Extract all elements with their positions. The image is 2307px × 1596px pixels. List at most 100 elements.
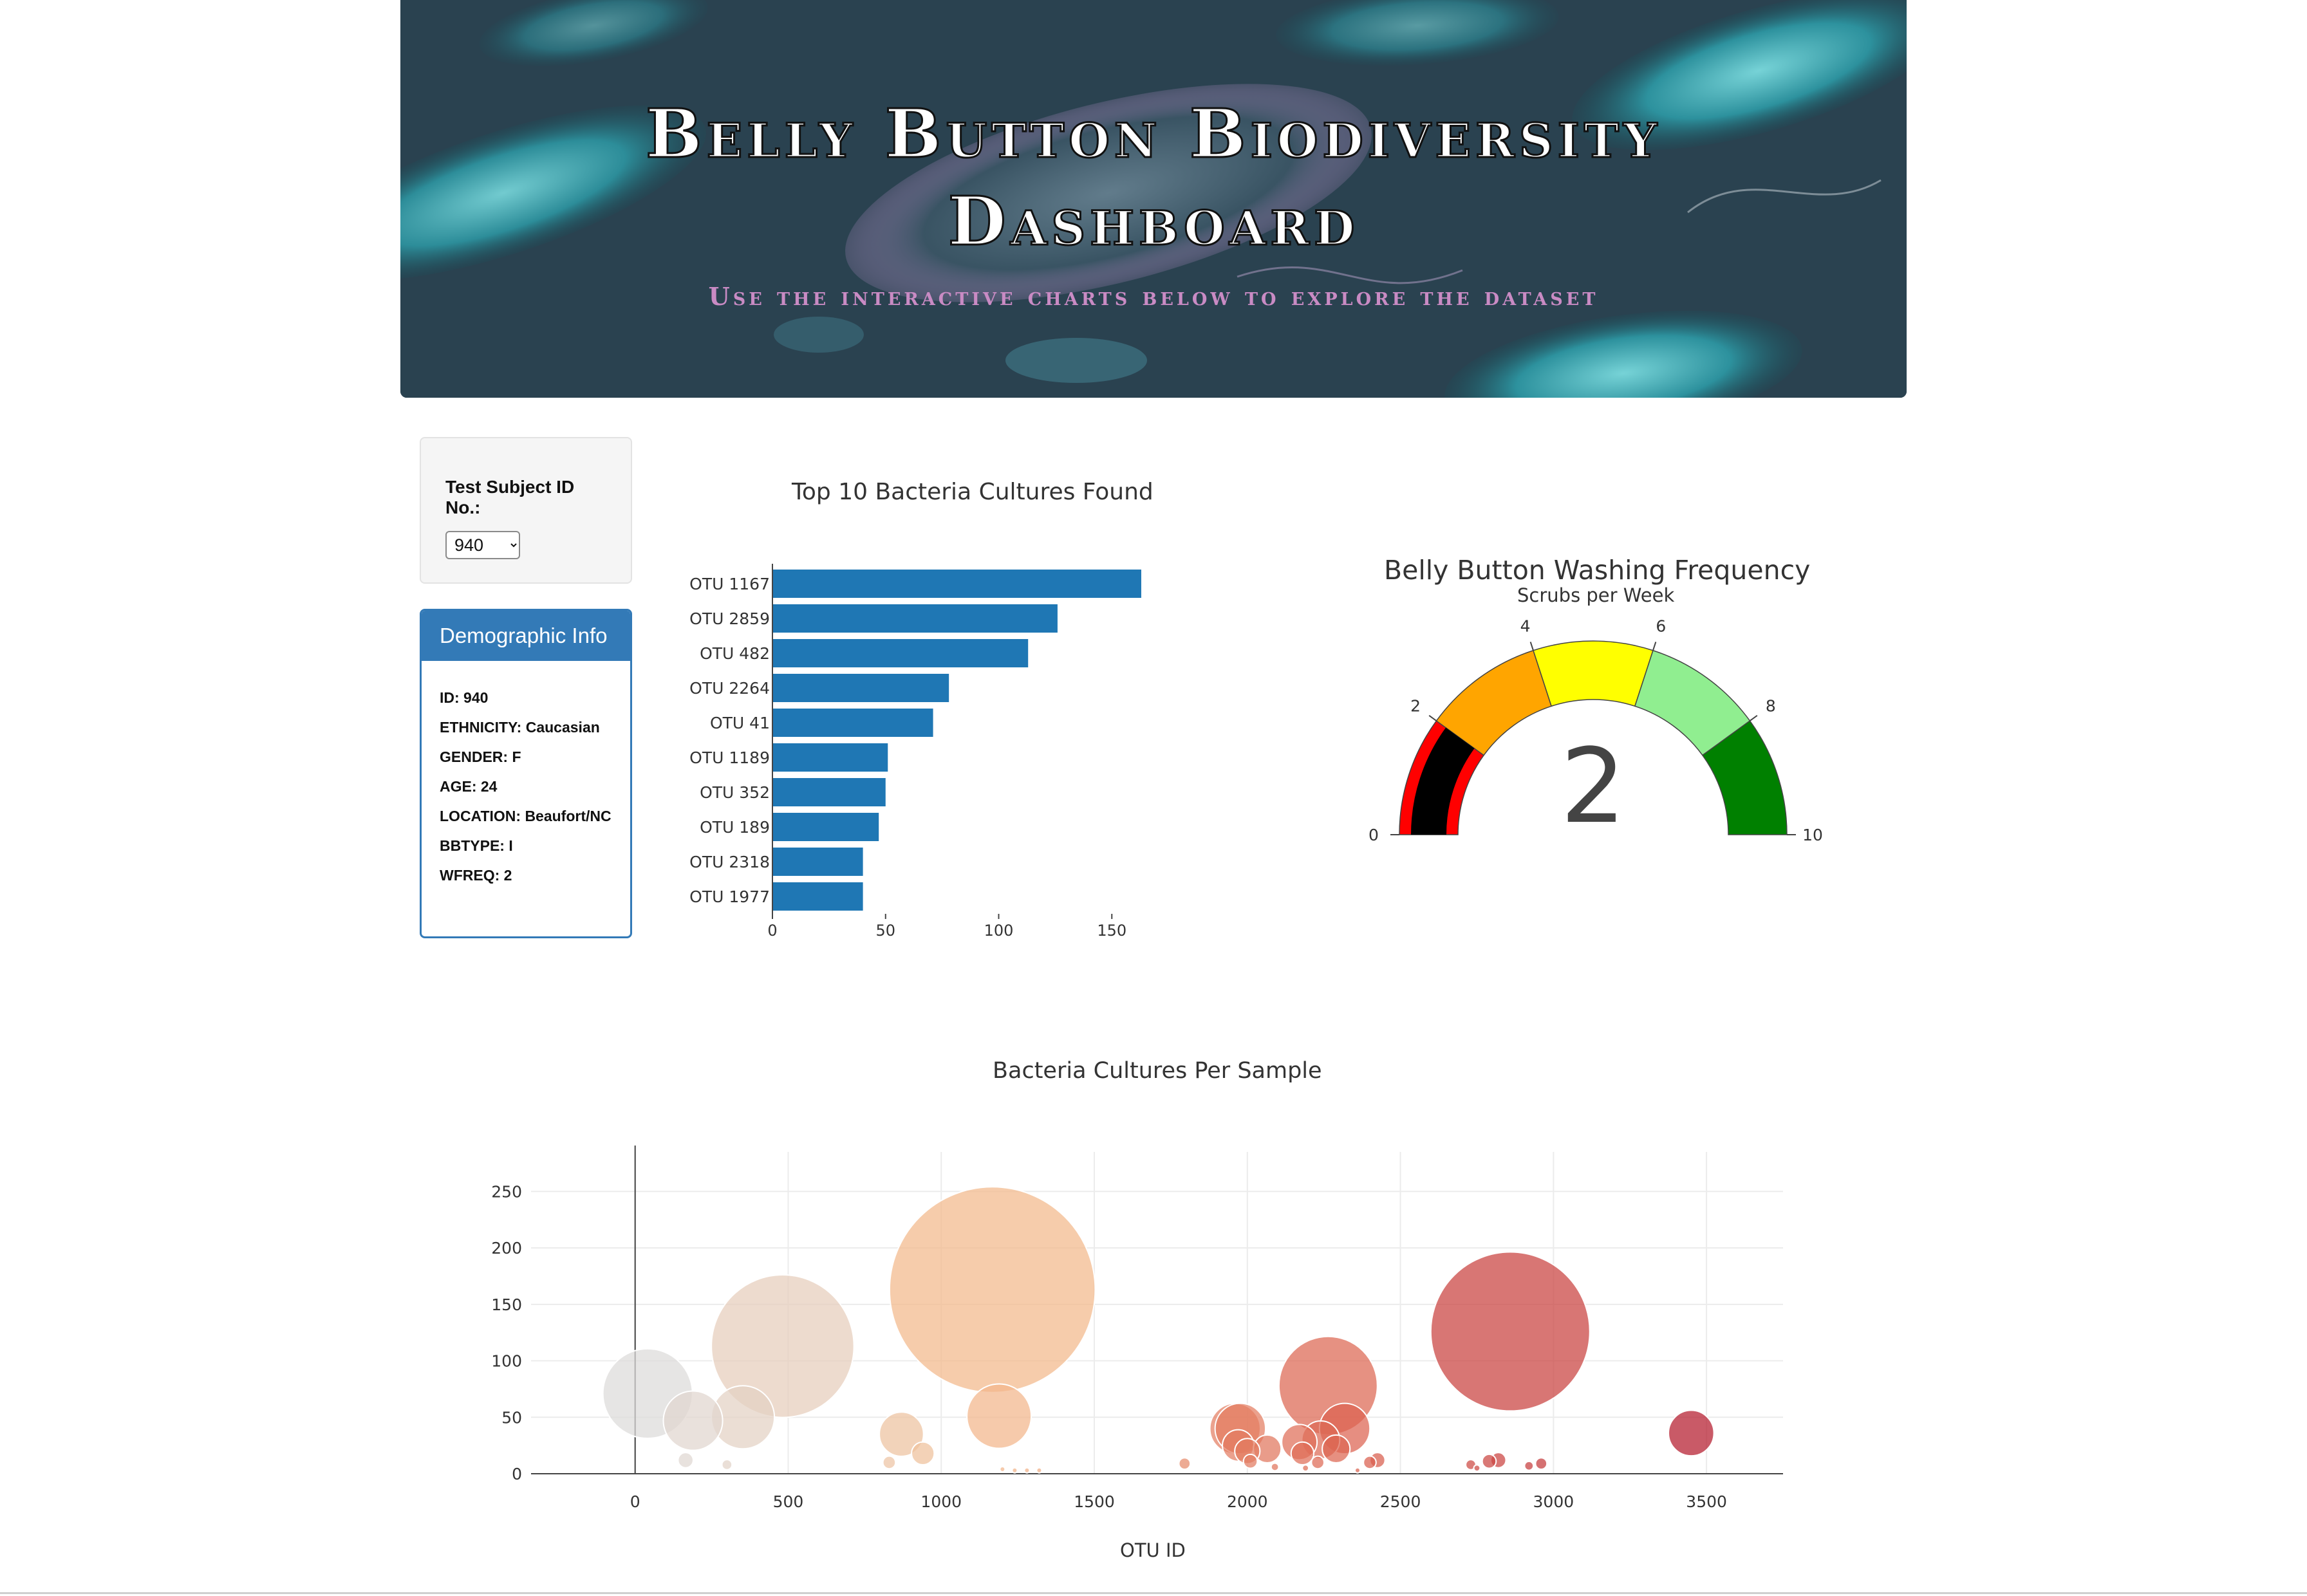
bubble-chart-title: Bacteria Cultures Per Sample xyxy=(993,1058,1322,1084)
bar-category-label: OTU 2264 xyxy=(689,679,770,698)
bar-category-label: OTU 1167 xyxy=(689,575,770,593)
bubble-y-tick-label: 200 xyxy=(491,1239,522,1257)
subject-selector-panel: Test Subject ID No.: 940 xyxy=(420,437,632,584)
bar-chart-title: Top 10 Bacteria Cultures Found xyxy=(792,479,1154,505)
page-subtitle: Use the interactive charts below to expl… xyxy=(708,282,1599,311)
bubble-point[interactable] xyxy=(1481,1453,1497,1469)
bubble-point[interactable] xyxy=(1270,1462,1280,1472)
bar-x-tick-label: 150 xyxy=(1097,922,1126,940)
page-title-line1: Belly Button Biodiversity xyxy=(644,93,1662,174)
bar[interactable] xyxy=(772,813,879,841)
bubble-x-tick-label: 2500 xyxy=(1380,1492,1421,1511)
bar[interactable] xyxy=(772,674,949,702)
bubble-point[interactable] xyxy=(1311,1455,1325,1470)
bar-chart[interactable]: 0 50 100 150 OTU 1167 OTU 2859 OTU 482 OTU 2264… xyxy=(644,541,1223,991)
page-title-line2: Dashboard xyxy=(947,181,1359,262)
gauge-tick-label: 6 xyxy=(1656,618,1666,636)
demographic-item: WFREQ: 2 xyxy=(440,867,512,884)
bubble-point[interactable] xyxy=(1242,1453,1258,1469)
bubble-point[interactable] xyxy=(1322,1434,1351,1463)
bubble-y-tick-label: 100 xyxy=(491,1352,522,1371)
bubble-point[interactable] xyxy=(711,1274,855,1418)
page-title: Belly Button Biodiversity Dashboard xyxy=(400,90,1907,265)
bubble-point[interactable] xyxy=(1023,1467,1031,1474)
bar[interactable] xyxy=(772,709,933,737)
bubble-point[interactable] xyxy=(721,1459,733,1471)
bar-x-tick-label: 0 xyxy=(767,922,777,940)
bubble-point[interactable] xyxy=(1036,1467,1043,1474)
bubble-point[interactable] xyxy=(882,1455,897,1470)
bubble-point[interactable] xyxy=(1524,1460,1535,1471)
bubble-x-tick-label: 500 xyxy=(773,1492,804,1511)
bubble-point[interactable] xyxy=(1535,1457,1548,1471)
demographic-item: LOCATION: Beaufort/NC xyxy=(440,808,612,824)
demographic-info-heading: Demographic Info xyxy=(422,611,630,661)
bubble-point[interactable] xyxy=(1302,1464,1310,1472)
bubble-point[interactable] xyxy=(888,1186,1096,1393)
gauge-tick xyxy=(1652,642,1657,651)
bar-x-tick-label: 50 xyxy=(875,922,895,940)
bar[interactable] xyxy=(772,743,888,772)
gauge-value-bar xyxy=(1411,727,1475,835)
bubble-point[interactable] xyxy=(1363,1455,1377,1470)
demographic-item: ETHNICITY: Caucasian xyxy=(440,719,600,736)
bubble-chart[interactable]: 0 500 1000 1500 2000 2500 3000 3500 0 50 100 150 200… xyxy=(463,1133,1880,1570)
bubble-point[interactable] xyxy=(966,1383,1032,1449)
subject-selector-label: Test Subject ID No.: xyxy=(445,477,575,517)
bubble-y-tick-label: 150 xyxy=(491,1295,522,1314)
gauge-value-label: 2 xyxy=(1560,726,1626,846)
gauge-step-band xyxy=(1533,640,1654,707)
bubble-x-tick-label: 1500 xyxy=(1074,1492,1115,1511)
bubble-point[interactable] xyxy=(1011,1467,1018,1474)
bar[interactable] xyxy=(772,848,863,876)
gauge-tick-label: 4 xyxy=(1520,618,1531,636)
bubble-point[interactable] xyxy=(1668,1409,1715,1457)
demographic-item: GENDER: F xyxy=(440,748,521,765)
bar[interactable] xyxy=(772,639,1029,667)
page-bottom-divider xyxy=(0,1592,2307,1594)
bar[interactable] xyxy=(772,570,1141,598)
gauge-subtitle: Scrubs per Week xyxy=(1517,584,1675,606)
bar-category-label: OTU 189 xyxy=(700,818,770,837)
gauge-tick-label: 8 xyxy=(1766,697,1776,716)
gauge-title: Belly Button Washing Frequency xyxy=(1384,555,1811,586)
subject-id-dropdown[interactable]: 940 xyxy=(445,531,520,559)
bar[interactable] xyxy=(772,882,863,911)
gauge-tick-label: 10 xyxy=(1802,826,1823,844)
bubble-point[interactable] xyxy=(879,1411,924,1457)
gauge-tick xyxy=(1529,642,1534,651)
bubble-y-tick-label: 250 xyxy=(491,1182,522,1201)
bubble-point[interactable] xyxy=(677,1452,694,1469)
bubble-point[interactable] xyxy=(1430,1251,1591,1412)
bubble-x-tick-label: 2000 xyxy=(1227,1492,1268,1511)
bubble-point[interactable] xyxy=(911,1441,935,1466)
bar-category-label: OTU 2318 xyxy=(689,853,770,871)
demographic-info-panel: Demographic Info ID: 940 ETHNICITY: Cauc… xyxy=(420,609,632,938)
bar[interactable] xyxy=(772,778,886,806)
bar-category-label: OTU 1977 xyxy=(689,887,770,906)
gauge-chart[interactable]: 0 2 4 6 8 10 2 xyxy=(1352,618,1841,888)
bubble-x-tick-label: 3500 xyxy=(1686,1492,1727,1511)
bubble-y-tick-label: 0 xyxy=(512,1465,522,1483)
bar-category-label: OTU 1189 xyxy=(689,748,770,767)
bar-category-label: OTU 2859 xyxy=(689,609,770,628)
bubble-x-axis-label: OTU ID xyxy=(1120,1539,1186,1561)
bubble-point[interactable] xyxy=(1473,1464,1481,1472)
bar[interactable] xyxy=(772,604,1058,633)
hero-banner: Belly Button Biodiversity Dashboard Use … xyxy=(400,0,1907,398)
bubble-point[interactable] xyxy=(1290,1441,1315,1466)
bar-category-label: OTU 41 xyxy=(710,714,770,732)
bubble-x-tick-label: 3000 xyxy=(1533,1492,1574,1511)
bar-category-label: OTU 482 xyxy=(700,644,770,663)
bubble-x-tick-label: 1000 xyxy=(920,1492,962,1511)
bubble-point[interactable] xyxy=(1354,1467,1361,1474)
demographic-item: ID: 940 xyxy=(440,689,489,706)
bubble-point[interactable] xyxy=(999,1465,1006,1472)
demographic-info-list: ID: 940 ETHNICITY: Caucasian GENDER: F A… xyxy=(422,661,630,884)
bubble-point[interactable] xyxy=(662,1390,724,1451)
bubble-point[interactable] xyxy=(1178,1457,1191,1471)
demographic-item: BBTYPE: I xyxy=(440,837,513,854)
bubble-y-tick-label: 50 xyxy=(501,1408,522,1427)
bar-category-label: OTU 352 xyxy=(700,783,770,802)
gauge-tick-label: 2 xyxy=(1410,697,1421,716)
